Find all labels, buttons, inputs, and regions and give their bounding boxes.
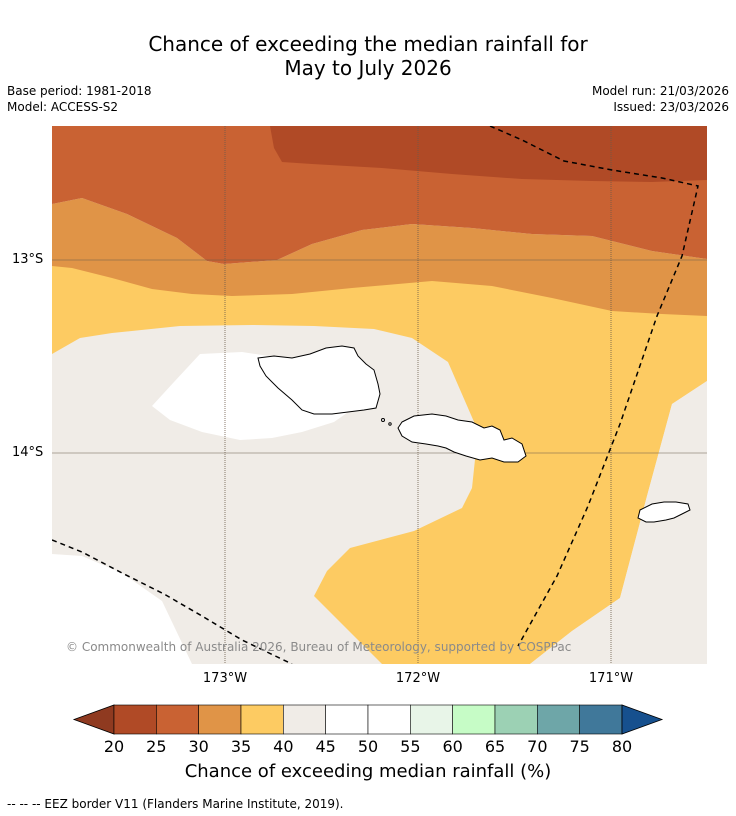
colorbar-segment-70-75 — [537, 704, 580, 735]
eez-border — [52, 126, 699, 664]
colorbar-tick-50: 50 — [357, 737, 379, 756]
colorbar-under-arrow — [72, 704, 115, 735]
eez-line-east — [489, 126, 699, 647]
colorbar-segment-30-35 — [198, 704, 242, 735]
colorbar-segment-75-80 — [579, 704, 623, 735]
colorbar-tick-45: 45 — [315, 737, 336, 756]
lon-label-173w: 173°W — [202, 671, 248, 686]
region-35-40-top — [52, 266, 707, 664]
lon-label-171w: 171°W — [588, 671, 634, 686]
region-40-45-corner — [530, 381, 707, 664]
colorbar-tick-40: 40 — [273, 737, 294, 756]
colorbar-tick-20: 20 — [103, 737, 125, 756]
tutuila-island — [637, 501, 691, 523]
upolu-island — [397, 413, 527, 463]
base-period: Base period: 1981-2018 — [7, 84, 152, 98]
colorbar-segment-55-60 — [410, 704, 453, 735]
issued-date: Issued: 23/03/2026 — [613, 100, 729, 114]
chart-title-line2: May to July 2026 — [284, 56, 452, 80]
colorbar-over-arrow — [621, 704, 664, 735]
colorbar-segment-50-55 — [367, 704, 411, 735]
eez-legend-footer: -- -- -- EEZ border V11 (Flanders Marine… — [7, 797, 344, 811]
colorbar-segment-45-50 — [325, 704, 369, 735]
map-svg — [52, 126, 707, 664]
coastlines — [257, 345, 691, 523]
rainfall-map: © Commonwealth of Australia 2026, Bureau… — [52, 126, 707, 664]
colorbar-tick-55: 55 — [400, 737, 421, 756]
savaii-island — [257, 345, 381, 415]
model-name: Model: ACCESS-S2 — [7, 100, 119, 114]
colorbar-tick-30: 30 — [188, 737, 209, 756]
colorbar-tick-25: 25 — [146, 737, 167, 756]
colorbar-segment-25-30 — [156, 704, 199, 735]
colorbar-tick-75: 75 — [569, 737, 590, 756]
model-run: Model run: 21/03/2026 — [591, 84, 729, 98]
colorbar-label: Chance of exceeding median rainfall (%) — [184, 761, 552, 782]
grid-lines — [52, 126, 707, 664]
small-island-2 — [388, 422, 392, 426]
copyright-text: © Commonwealth of Australia 2026, Bureau… — [66, 640, 572, 654]
colorbar-tick-80: 80 — [611, 737, 633, 756]
region-20-25 — [270, 126, 707, 182]
colorbar-tick-60: 60 — [442, 737, 463, 756]
colorbar-segment-35-40 — [240, 704, 284, 735]
colorbar-segment-65-70 — [494, 704, 538, 735]
region-white-corner — [52, 554, 192, 664]
colorbar-tick-65: 65 — [484, 737, 506, 756]
region-30-35 — [52, 198, 707, 316]
colorbar-tick-35: 35 — [230, 737, 252, 756]
colorbar-segment-40-45 — [283, 704, 326, 735]
lat-label-13s: 13°S — [12, 252, 44, 267]
colorbar-segment-20-25 — [113, 704, 157, 735]
lat-label-14s: 14°S — [12, 445, 44, 460]
colorbar-segment-60-65 — [452, 704, 496, 735]
colorbar — [72, 704, 664, 735]
lon-label-172w: 172°W — [395, 671, 441, 686]
chart-title-line1: Chance of exceeding the median rainfall … — [148, 32, 588, 56]
colorbar-tick-70: 70 — [527, 737, 548, 756]
small-island — [381, 418, 385, 422]
